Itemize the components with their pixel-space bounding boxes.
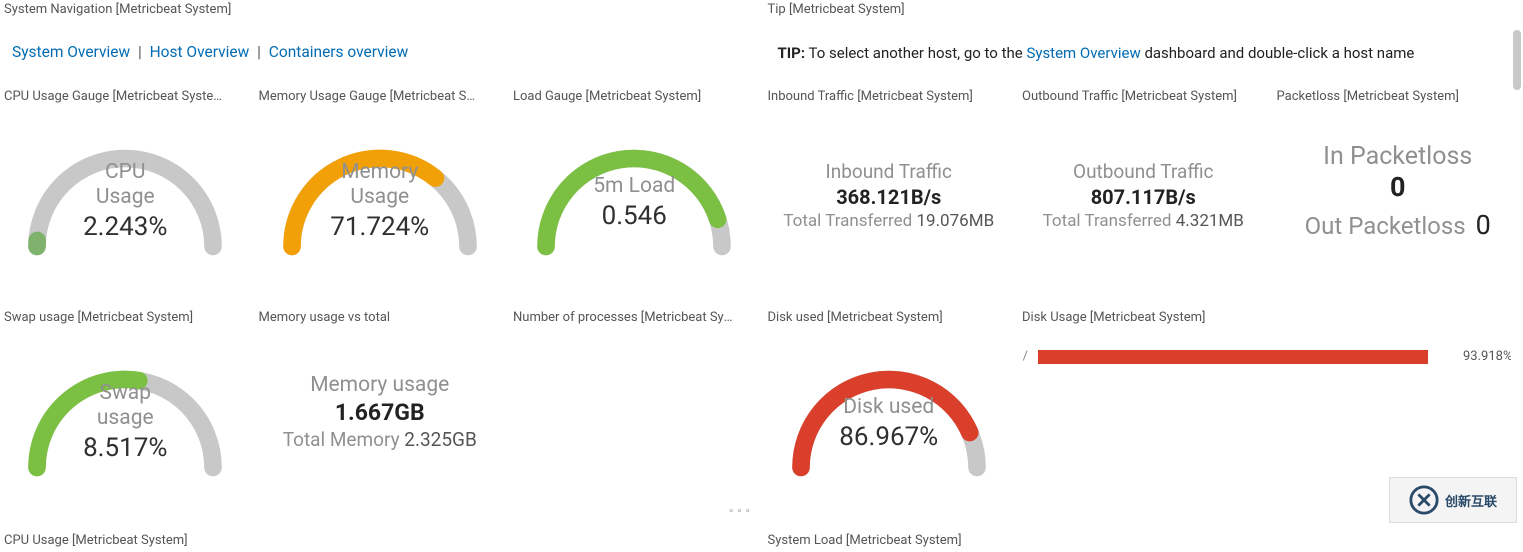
watermark-logo: 创新互联 bbox=[1389, 477, 1517, 523]
metric-outbound[interactable]: Outbound Traffic 807.117B/s Total Transf… bbox=[1018, 114, 1269, 304]
out-packetloss-value: 0 bbox=[1476, 209, 1491, 241]
in-packetloss-value: 0 bbox=[1273, 171, 1523, 203]
nav-sep-1: | bbox=[138, 43, 142, 61]
gauge-swap-label2: usage bbox=[15, 406, 235, 431]
outbound-sub-value: 4.321MB bbox=[1176, 211, 1244, 231]
gauge-disk-value: 86.967% bbox=[779, 422, 999, 453]
gauge-disk[interactable]: Disk used 86.967% bbox=[764, 335, 1015, 525]
link-host-overview[interactable]: Host Overview bbox=[150, 43, 250, 61]
panel-processes[interactable] bbox=[509, 335, 760, 525]
out-packetloss-label: Out Packetloss bbox=[1305, 212, 1466, 240]
gauge-memory-label1: Memory bbox=[270, 160, 490, 185]
in-packetloss-label: In Packetloss bbox=[1273, 142, 1523, 171]
memusage-label: Memory usage bbox=[255, 373, 506, 397]
logo-text: 创新互联 bbox=[1445, 491, 1497, 510]
title-disk-used: Disk used [Metricbeat System] bbox=[764, 308, 1015, 331]
gauge-swap-value: 8.517% bbox=[15, 433, 235, 464]
link-containers-overview[interactable]: Containers overview bbox=[269, 43, 409, 61]
scrollbar-thumb[interactable] bbox=[1513, 30, 1521, 90]
disk-bar-label: / bbox=[1018, 349, 1028, 364]
tip-text-after: dashboard and double-click a host name bbox=[1141, 44, 1415, 62]
gauge-cpu-value: 2.243% bbox=[15, 212, 235, 243]
title-memory-gauge: Memory Usage Gauge [Metricbeat System] bbox=[255, 87, 485, 110]
nav-links: System Overview | Host Overview | Contai… bbox=[0, 23, 760, 83]
resize-handle-icon[interactable]: ∘∘∘ bbox=[728, 506, 753, 517]
memusage-sub-value: 2.325GB bbox=[404, 428, 477, 451]
title-outbound: Outbound Traffic [Metricbeat System] bbox=[1018, 87, 1248, 110]
gauge-cpu-label1: CPU bbox=[15, 160, 235, 185]
title-swap: Swap usage [Metricbeat System] bbox=[0, 308, 251, 331]
outbound-sub-label: Total Transferred bbox=[1043, 211, 1176, 231]
memusage-sub-label: Total Memory bbox=[283, 428, 405, 451]
title-inbound: Inbound Traffic [Metricbeat System] bbox=[764, 87, 994, 110]
metric-memory-usage[interactable]: Memory usage 1.667GB Total Memory 2.325G… bbox=[255, 335, 506, 525]
tip-box: TIP: To select another host, go to the S… bbox=[764, 23, 1523, 83]
disk-bar-track bbox=[1038, 350, 1453, 364]
gauge-load[interactable]: 5m Load 0.546 bbox=[509, 114, 760, 304]
inbound-sub-label: Total Transferred bbox=[783, 211, 916, 231]
gauge-disk-label1: Disk used bbox=[779, 395, 999, 420]
panel-title-nav: System Navigation [Metricbeat System] bbox=[0, 0, 760, 19]
inbound-label: Inbound Traffic bbox=[764, 160, 1015, 183]
tip-text-before: To select another host, go to the bbox=[805, 44, 1026, 62]
gauge-swap[interactable]: Swap usage 8.517% bbox=[0, 335, 251, 525]
title-cpu-gauge: CPU Usage Gauge [Metricbeat System] bbox=[0, 87, 230, 110]
disk-bar-fill bbox=[1038, 350, 1428, 364]
tip-link[interactable]: System Overview bbox=[1026, 44, 1140, 62]
title-system-load: System Load [Metricbeat System] bbox=[764, 529, 1523, 552]
link-system-overview[interactable]: System Overview bbox=[12, 43, 130, 61]
gauge-cpu-label2: Usage bbox=[15, 185, 235, 210]
scrollbar[interactable] bbox=[1511, 30, 1523, 529]
gauge-memory-value: 71.724% bbox=[270, 212, 490, 243]
memusage-value: 1.667GB bbox=[255, 399, 506, 426]
title-cpu-usage: CPU Usage [Metricbeat System] bbox=[0, 529, 760, 552]
outbound-label: Outbound Traffic bbox=[1018, 160, 1269, 183]
logo-icon bbox=[1409, 485, 1439, 515]
dashboard-grid: System Navigation [Metricbeat System] Ti… bbox=[0, 0, 1523, 552]
metric-inbound[interactable]: Inbound Traffic 368.121B/s Total Transfe… bbox=[764, 114, 1015, 304]
title-processes: Number of processes [Metricbeat System] bbox=[509, 308, 739, 331]
tip-prefix: TIP: bbox=[778, 44, 806, 62]
gauge-load-label1: 5m Load bbox=[524, 174, 744, 199]
gauge-memory[interactable]: Memory Usage 71.724% bbox=[255, 114, 506, 304]
nav-sep-2: | bbox=[257, 43, 261, 61]
gauge-cpu[interactable]: CPU Usage 2.243% bbox=[0, 114, 251, 304]
title-disk-usage: Disk Usage [Metricbeat System] bbox=[1018, 308, 1523, 331]
inbound-value: 368.121B/s bbox=[764, 185, 1015, 209]
gauge-memory-label2: Usage bbox=[270, 185, 490, 210]
gauge-swap-label1: Swap bbox=[15, 381, 235, 406]
panel-title-tip: Tip [Metricbeat System] bbox=[764, 0, 1523, 19]
title-load-gauge: Load Gauge [Metricbeat System] bbox=[509, 87, 760, 110]
metric-packetloss[interactable]: In Packetloss 0 Out Packetloss 0 bbox=[1273, 114, 1523, 304]
title-packetloss: Packetloss [Metricbeat System] bbox=[1273, 87, 1523, 110]
outbound-value: 807.117B/s bbox=[1018, 185, 1269, 209]
inbound-sub-value: 19.076MB bbox=[916, 211, 994, 231]
title-mem-vs-total: Memory usage vs total bbox=[255, 308, 506, 331]
gauge-load-value: 0.546 bbox=[524, 201, 744, 232]
